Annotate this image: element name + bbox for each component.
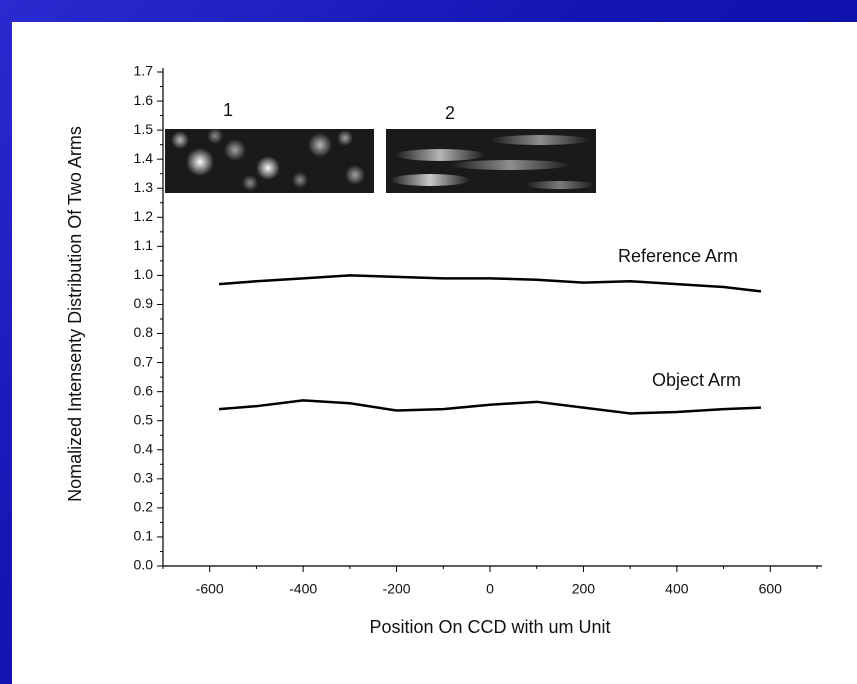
x-tick-label: 600 xyxy=(759,581,783,597)
y-tick-label: 0.5 xyxy=(134,411,154,427)
y-tick-label: 1.2 xyxy=(134,208,154,224)
y-tick-label: 0.8 xyxy=(134,324,154,340)
y-tick-label: 0.1 xyxy=(134,528,154,544)
inset-label: 1 xyxy=(223,100,233,120)
x-axis-label: Position On CCD with um Unit xyxy=(369,617,610,637)
data-line xyxy=(218,399,761,415)
y-tick-label: 0.0 xyxy=(134,557,154,573)
y-tick-label: 1.1 xyxy=(134,237,154,253)
series-label: Reference Arm xyxy=(618,246,738,266)
inset-image-2 xyxy=(386,129,596,193)
x-tick-label: 200 xyxy=(572,581,596,597)
x-tick-label: -600 xyxy=(196,581,224,597)
y-axis-label: Nomalized Intensenty Distribution Of Two… xyxy=(65,126,85,502)
y-tick-label: 0.7 xyxy=(134,353,154,369)
y-tick-label: 1.6 xyxy=(134,92,154,108)
series-label: Object Arm xyxy=(652,370,741,390)
y-tick-label: 0.4 xyxy=(134,440,154,456)
y-tick-label: 1.4 xyxy=(134,150,154,166)
x-tick-label: 400 xyxy=(665,581,689,597)
y-tick-label: 0.2 xyxy=(134,499,154,515)
y-tick-label: 1.3 xyxy=(134,179,154,195)
inset-label: 2 xyxy=(445,103,455,123)
inset-image-1 xyxy=(165,128,374,193)
y-tick-label: 0.3 xyxy=(134,470,154,486)
x-tick-label: 0 xyxy=(486,581,494,597)
y-tick-label: 1.0 xyxy=(134,266,154,282)
data-line xyxy=(218,274,762,293)
y-tick-label: 1.5 xyxy=(134,121,154,137)
y-tick-label: 0.6 xyxy=(134,382,154,398)
x-tick-label: -400 xyxy=(289,581,317,597)
y-tick-label: 1.7 xyxy=(134,63,154,79)
y-tick-label: 0.9 xyxy=(134,295,154,311)
x-tick-label: -200 xyxy=(383,581,411,597)
